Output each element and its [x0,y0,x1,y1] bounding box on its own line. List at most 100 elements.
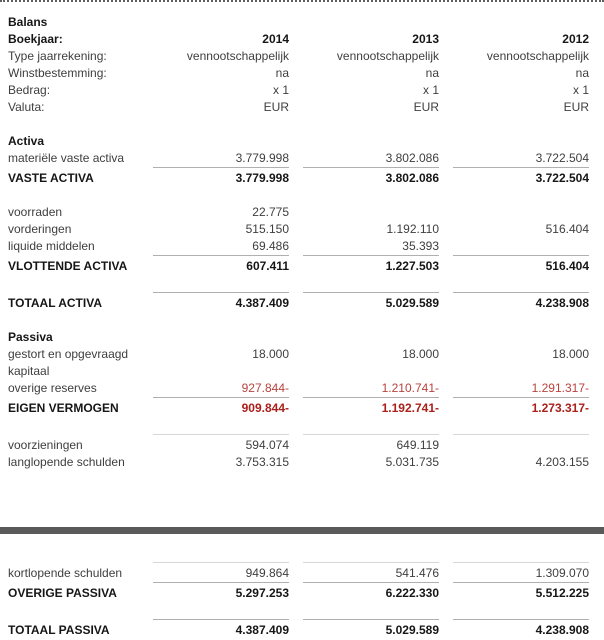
row-label: VLOTTENDE ACTIVA [8,259,128,273]
row-label: voorzieningen [8,438,83,452]
row-value: x 1 [272,83,289,97]
row-value: 515.150 [245,222,289,236]
row-value: 649.119 [303,434,439,454]
row-value: 35.393 [402,239,439,253]
row-value: 4.387.409 [153,619,289,639]
row-value: 607.411 [153,255,289,275]
row-label: Winstbestemming: [8,66,107,80]
table-row: voorzieningen 594.074 649.119 [8,434,595,454]
spacer-row [8,417,595,434]
spacer-row [8,187,595,204]
spacer-row [8,312,595,329]
row-value [453,204,589,221]
section-title-row: Passiva [8,329,595,346]
row-value: 1.192.110 [386,222,440,236]
row-value: 5.031.735 [385,455,439,469]
row-value: 927.844- [241,381,289,395]
row-value: 22.775 [252,205,289,219]
row-value: 3.722.504 [453,167,589,187]
section-title-row: Activa [8,133,595,150]
row-value: na [575,66,589,80]
table-row: Valuta: EUR EUR EUR [8,99,595,116]
dotted-top-border [0,0,604,2]
row-value: 2014 [262,32,289,46]
row-value: x 1 [422,83,439,97]
table-row: Boekjaar: 2014 2013 2012 [8,31,595,48]
table-row: Type jaarrekening: vennootschappelijk venn… [8,48,595,65]
row-label: overige reserves [8,381,97,395]
table-row: Winstbestemming: na na na [8,65,595,82]
row-value: 1.192.741- [303,397,439,417]
row-value: 4.387.409 [153,292,289,312]
table-row: VASTE ACTIVA 3.779.998 3.802.086 3.722.504 [8,167,595,187]
section-title: Passiva [8,330,53,344]
row-label: Bedrag: [8,83,51,97]
balance-sheet-lower: kortlopende schulden 949.864 541.476 1.309.… [0,562,604,639]
row-label: Type jaarrekening: [8,49,107,63]
row-label: TOTAAL PASSIVA [8,623,110,637]
row-value: 4.238.908 [453,619,589,639]
table-row: OVERIGE PASSIVA 5.297.253 6.222.330 5.512.2… [8,582,595,602]
row-value: 541.476 [303,562,439,582]
spacer-row [8,602,595,619]
row-value: 5.512.225 [453,582,589,602]
row-value: vennootschappelijk [486,49,589,63]
row-value: 69.486 [252,239,289,253]
row-label: vorderingen [8,222,72,236]
row-label: kortlopende schulden [8,566,123,580]
row-value: 18.000 [252,347,289,361]
row-value: 18.000 [402,347,439,361]
spacer-row [8,116,595,133]
row-value: EUR [563,100,589,114]
table-row: TOTAAL PASSIVA 4.387.409 5.029.589 4.238.90… [8,619,595,639]
table-row: voorraden 22.775 [8,204,595,221]
table-row: liquide middelen 69.486 35.393 [8,238,595,255]
row-value: 5.029.589 [303,292,439,312]
row-label: voorraden [8,205,63,219]
row-value: 3.802.086 [303,167,439,187]
row-value: EUR [263,100,289,114]
row-value [453,238,589,255]
row-value: 3.753.315 [235,455,289,469]
row-value: na [275,66,289,80]
row-value: 3.779.998 [235,151,289,165]
row-value: x 1 [572,83,589,97]
row-value: 1.309.070 [453,562,589,582]
row-label: gestort en opgevraagd kapitaal [8,347,129,378]
balance-sheet-upper: Balans Boekjaar: 2014 2013 2012 Type jaarreke… [0,2,604,471]
row-value: 1.291.317- [531,381,589,395]
row-label: langlopende schulden [8,455,125,469]
row-value: 4.203.155 [535,455,589,469]
row-value: na [425,66,439,80]
section-title: Balans [8,15,48,29]
row-value: 516.404 [545,222,589,236]
table-row: overige reserves 927.844- 1.210.741- 1.291.… [8,380,595,397]
row-label: Valuta: [8,100,45,114]
table-row: TOTAAL ACTIVA 4.387.409 5.029.589 4.238.908 [8,292,595,312]
row-value [303,204,439,221]
table-row: Bedrag: x 1 x 1 x 1 [8,82,595,99]
row-value: vennootschappelijk [186,49,289,63]
row-value: 6.222.330 [303,582,439,602]
row-label: Boekjaar: [8,32,63,46]
table-row: gestort en opgevraagd kapitaal 18.000 18.0… [8,346,595,380]
row-value: EUR [413,100,439,114]
section-divider-bar [0,527,604,534]
row-value: 3.802.086 [385,151,439,165]
row-value: 2012 [562,32,589,46]
row-value: 3.722.504 [535,151,589,165]
row-value [453,434,589,454]
table-row: langlopende schulden 3.753.315 5.031.735 4.… [8,454,595,471]
row-value: 5.029.589 [303,619,439,639]
row-value: vennootschappelijk [336,49,439,63]
row-label: VASTE ACTIVA [8,171,94,185]
section-title: Activa [8,134,45,148]
row-label: EIGEN VERMOGEN [8,401,119,415]
table-row: EIGEN VERMOGEN 909.844- 1.192.741- 1.273.31… [8,397,595,417]
row-value: 4.238.908 [453,292,589,312]
row-value: 3.779.998 [153,167,289,187]
row-value: 1.273.317- [453,397,589,417]
row-value: 1.227.503 [303,255,439,275]
table-row: VLOTTENDE ACTIVA 607.411 1.227.503 516.404 [8,255,595,275]
table-row: vorderingen 515.150 1.192.110 516.404 [8,221,595,238]
